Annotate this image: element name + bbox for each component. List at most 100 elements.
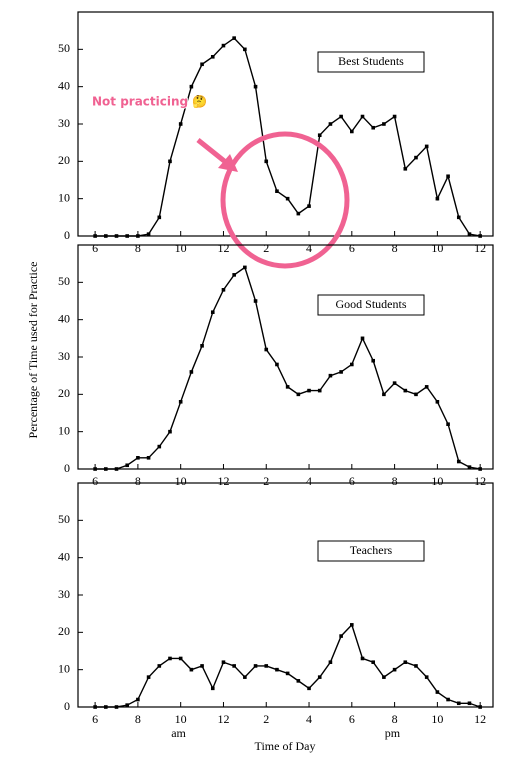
y-tick-label: 30 (58, 116, 70, 130)
data-point (243, 675, 247, 679)
data-point (328, 373, 333, 378)
legend-box (317, 294, 425, 316)
data-point (264, 664, 269, 668)
data-point (221, 288, 226, 292)
x-tick-label: 12 (474, 474, 486, 488)
x-tick-label: 8 (392, 241, 398, 255)
y-tick-label: 10 (58, 190, 70, 204)
x-tick-label: 6 (92, 712, 98, 726)
data-point (360, 656, 365, 661)
data-point (360, 336, 365, 341)
data-point (424, 675, 429, 679)
x-tick-label: 10 (431, 241, 443, 255)
data-point (146, 675, 151, 679)
x-tick-label: 12 (217, 474, 229, 488)
data-point (210, 310, 215, 314)
data-point (435, 400, 440, 404)
data-point (221, 43, 226, 48)
panel-frame (77, 482, 494, 708)
x-tick-label: 10 (175, 241, 187, 255)
data-point (403, 660, 408, 664)
data-point (114, 234, 119, 238)
data-point (403, 388, 408, 393)
y-tick-label: 50 (58, 41, 70, 55)
x-tick-label: 8 (392, 712, 398, 726)
data-point (403, 167, 408, 171)
data-point (328, 660, 333, 664)
data-point (414, 155, 418, 160)
data-point (93, 234, 97, 238)
data-point (446, 697, 450, 702)
y-tick-label: 0 (64, 699, 70, 713)
x-tick-label: 4 (306, 474, 312, 488)
data-point (414, 664, 418, 668)
data-point (392, 381, 397, 385)
data-point (178, 400, 183, 404)
y-tick-label: 20 (58, 386, 70, 400)
data-point (221, 660, 226, 664)
legend-label: Teachers (350, 543, 393, 557)
data-point (243, 47, 247, 52)
data-point (371, 125, 376, 130)
data-point (446, 174, 450, 179)
x-tick-label: 12 (474, 712, 486, 726)
data-point (296, 211, 301, 216)
data-point (93, 705, 97, 709)
data-point (467, 465, 472, 469)
data-point (424, 144, 429, 149)
data-point (200, 664, 204, 668)
y-tick-label: 30 (58, 587, 70, 601)
data-point (125, 703, 130, 707)
data-point (253, 84, 258, 89)
data-point (210, 686, 215, 691)
data-point (350, 129, 354, 134)
data-point (478, 467, 482, 471)
data-point (382, 392, 386, 397)
arrow-head (218, 154, 238, 172)
data-point (157, 215, 162, 220)
x-tick-label: 10 (175, 474, 187, 488)
data-point (307, 204, 311, 208)
data-point (210, 55, 215, 59)
data-point (146, 232, 151, 236)
x-annotation: am (171, 726, 186, 740)
data-point (285, 671, 290, 676)
arrow (196, 138, 230, 166)
data-point (253, 299, 258, 303)
y-tick-label: 40 (58, 78, 70, 92)
data-point (456, 459, 461, 464)
data-point (93, 467, 97, 471)
data-point (200, 344, 204, 348)
x-tick-label: 6 (349, 474, 355, 488)
y-tick-label: 20 (58, 153, 70, 167)
y-tick-label: 0 (64, 461, 70, 475)
data-point (178, 122, 183, 126)
data-point (317, 133, 322, 137)
x-tick-label: 10 (175, 712, 187, 726)
data-line (95, 623, 481, 708)
data-point (382, 122, 386, 126)
y-tick-label: 10 (58, 423, 70, 437)
data-point (414, 392, 418, 397)
x-tick-label: 6 (349, 241, 355, 255)
data-point (168, 656, 172, 661)
data-point (104, 705, 108, 709)
y-tick-label: 50 (58, 512, 70, 526)
x-tick-label: 8 (135, 712, 141, 726)
x-tick-label: 10 (431, 474, 443, 488)
data-point (189, 370, 194, 374)
data-point (456, 701, 461, 706)
data-point (328, 122, 333, 126)
data-point (350, 362, 354, 367)
data-point (424, 385, 429, 389)
data-point (275, 189, 279, 193)
data-point (232, 36, 236, 40)
data-point (200, 62, 204, 67)
x-tick-label: 2 (263, 241, 269, 255)
legend-label: Good Students (335, 297, 406, 311)
data-point (275, 667, 279, 672)
data-point (478, 705, 482, 709)
data-point (253, 664, 258, 668)
x-tick-label: 8 (135, 241, 141, 255)
